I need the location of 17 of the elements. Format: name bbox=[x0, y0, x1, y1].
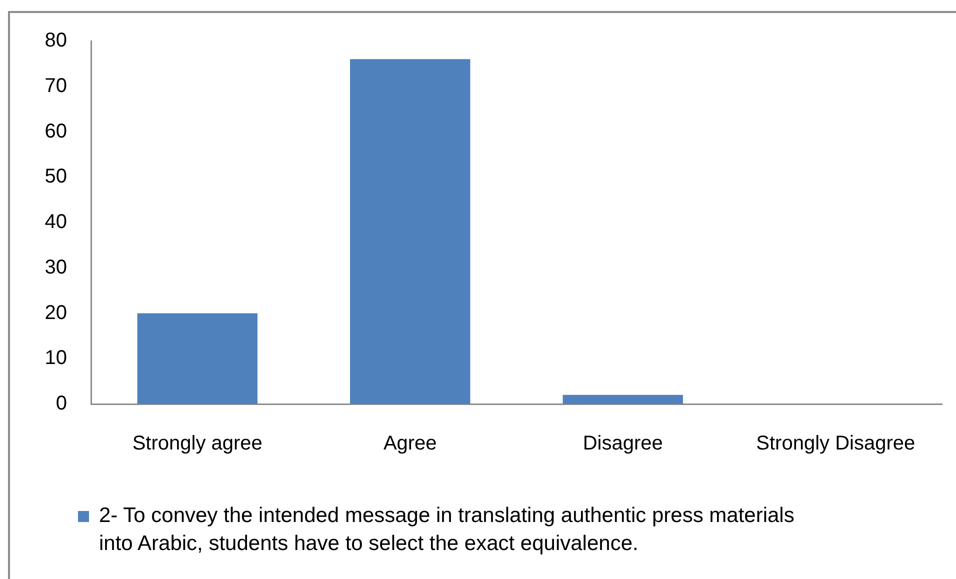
y-tick-label: 20 bbox=[44, 302, 67, 324]
y-tick-label: 40 bbox=[44, 211, 67, 234]
y-tick-label: 70 bbox=[44, 74, 67, 97]
x-tick-label: Agree bbox=[383, 432, 437, 455]
bar bbox=[137, 313, 258, 404]
y-tick-label: 10 bbox=[44, 347, 67, 370]
x-tick-label: Strongly Disagree bbox=[756, 432, 916, 455]
y-tick-label: 50 bbox=[44, 166, 67, 188]
y-tick-label: 60 bbox=[44, 120, 67, 142]
y-tick-label: 0 bbox=[56, 392, 67, 415]
legend-label: 2- To convey the intended message in translating authentic press materials into Arabic, students have to select the exact equivalence. bbox=[99, 503, 796, 557]
y-tick-label: 80 bbox=[44, 30, 67, 52]
bar bbox=[350, 59, 470, 404]
x-tick-label: Strongly agree bbox=[132, 432, 262, 455]
y-tick-label: 30 bbox=[44, 256, 67, 278]
bar bbox=[562, 394, 683, 404]
x-tick-label: Disagree bbox=[582, 432, 663, 455]
